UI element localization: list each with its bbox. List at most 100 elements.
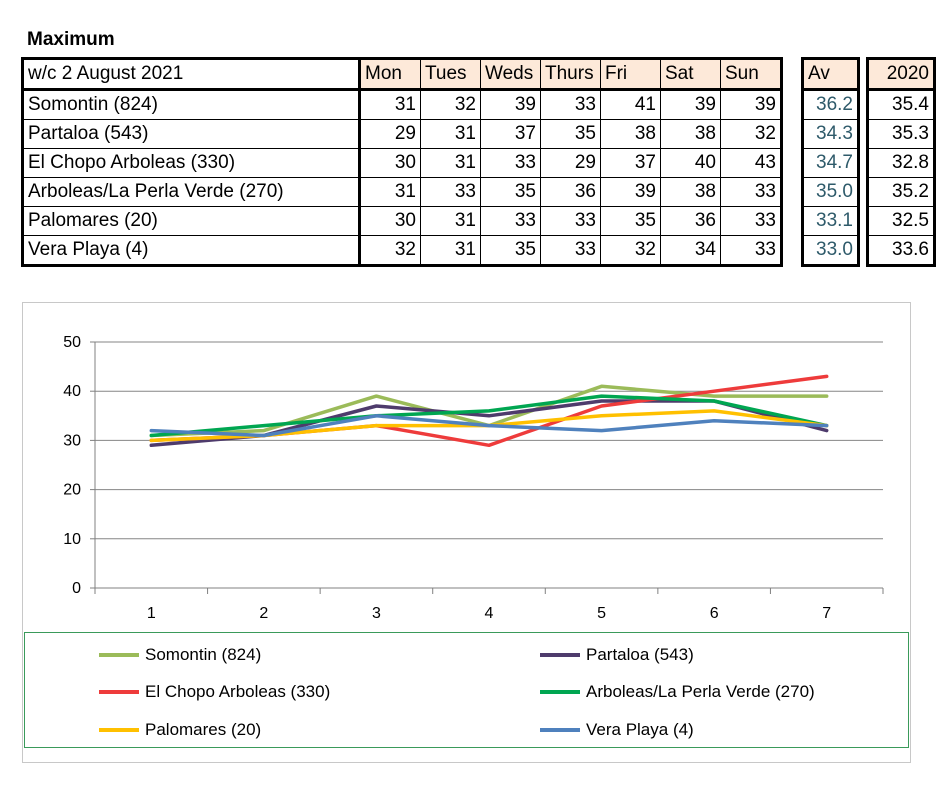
legend-item: Arboleas/La Perla Verde (270) [540,682,815,702]
year-2020-cell: 35.2 [867,177,935,207]
temperature-cell: 32 [720,119,782,149]
temperature-cell: 37 [600,148,661,178]
average-cell: 33.1 [802,206,859,236]
table-row: Vera Playa (4) 32 31 35 33 32 34 33 [22,235,782,266]
temperature-cell: 32 [359,235,421,266]
legend-swatch [540,728,580,732]
legend-item: El Chopo Arboleas (330) [99,682,330,702]
legend-label: Palomares (20) [145,720,262,739]
station-name: Palomares (20) [22,206,361,236]
average-cell: 36.2 [802,89,859,120]
year-2020-cell: 32.8 [867,148,935,178]
station-name: El Chopo Arboleas (330) [22,148,361,178]
legend-swatch [99,690,139,694]
temperature-cell: 41 [600,89,661,120]
y-tick-label: 30 [63,432,81,449]
temperature-cell: 31 [359,177,421,207]
temperature-cell: 31 [420,206,481,236]
y-tick-label: 10 [63,531,81,548]
legend-label: Vera Playa (4) [586,720,694,739]
temperature-cell: 36 [540,177,601,207]
table-header-day: Tues [420,58,481,91]
temperature-cell: 33 [540,89,601,120]
temperature-cell: 33 [480,206,541,236]
x-tick-label: 3 [372,605,381,622]
table-header-day: Sun [720,58,782,91]
temperature-cell: 35 [600,206,661,236]
station-name: Vera Playa (4) [22,235,361,266]
series-line-6 [149,414,829,438]
table-header-day: Sat [660,58,721,91]
temperature-cell: 38 [660,177,721,207]
average-cell: 35.0 [802,177,859,207]
temperature-cell: 33 [540,235,601,266]
x-tick-label: 1 [147,605,156,622]
average-cell: 33.0 [802,235,859,266]
x-tick-label: 5 [597,605,606,622]
temperature-cell: 39 [720,89,782,120]
temperature-cell: 29 [359,119,421,149]
y-tick-label: 40 [63,383,81,400]
temperature-cell: 36 [660,206,721,236]
temperature-cell: 40 [660,148,721,178]
legend-swatch [99,728,139,732]
temperature-cell: 39 [600,177,661,207]
temperature-cell: 35 [480,235,541,266]
temperature-cell: 35 [540,119,601,149]
x-tick-label: 4 [485,605,494,622]
y-tick-label: 20 [63,482,81,499]
x-tick-label: 6 [710,605,719,622]
temperature-cell: 43 [720,148,782,178]
temperature-cell: 33 [720,177,782,207]
legend-label: Arboleas/La Perla Verde (270) [586,682,815,701]
table-header-day: Mon [359,58,421,91]
year-2020-cell: 32.5 [867,206,935,236]
temperature-cell: 37 [480,119,541,149]
series-line-4 [149,394,829,438]
table-header-day: Fri [600,58,661,91]
temperature-cell: 31 [359,89,421,120]
legend-label: El Chopo Arboleas (330) [145,682,331,701]
legend-item: Partaloa (543) [540,645,694,665]
average-table: Av 36.2 34.3 34.7 35.0 33.1 33.0 [801,57,860,267]
temperature-cell: 38 [660,119,721,149]
temperature-cell: 29 [540,148,601,178]
year-2020-cell: 35.4 [867,89,935,120]
y-tick-label: 50 [63,334,81,351]
y-tick-label: 0 [72,580,81,597]
table-row: Somontin (824) 31 32 39 33 41 39 39 [22,89,782,120]
temperature-cell: 32 [420,89,481,120]
temperature-cell: 30 [359,148,421,178]
table-row: Arboleas/La Perla Verde (270) 31 33 35 36 39 3… [22,177,782,207]
temperature-cell: 32 [600,235,661,266]
series-line-2 [149,399,829,448]
legend-item: Palomares (20) [99,720,261,740]
temperature-cell: 33 [480,148,541,178]
station-name: Somontin (824) [22,89,361,120]
table-header-week: w/c 2 August 2021 [22,58,361,91]
max-temperature-table: w/c 2 August 2021 Mon Tues Weds Thurs Fri Sat S… [21,57,783,267]
temperature-cell: 33 [720,206,782,236]
temperature-cell: 33 [720,235,782,266]
table-header-day: Weds [480,58,541,91]
temperature-cell: 30 [359,206,421,236]
page-title: Maximum [27,29,115,50]
temperature-cell: 38 [600,119,661,149]
table-header-av: Av [802,58,859,91]
temperature-cell: 31 [420,235,481,266]
year-2020-cell: 35.3 [867,119,935,149]
year-2020-table: 2020 35.4 35.3 32.8 35.2 32.5 33.6 [866,57,936,267]
temperature-cell: 31 [420,119,481,149]
table-row: Partaloa (543) 29 31 37 35 38 38 32 [22,119,782,149]
legend-label: Somontin (824) [145,645,262,664]
table-row: El Chopo Arboleas (330) 30 31 33 29 37 40 43 [22,148,782,178]
chart-frame: 0 10 20 30 40 50 1 2 3 4 5 6 7 [22,302,911,763]
legend-item: Vera Playa (4) [540,720,694,740]
temperature-cell: 35 [480,177,541,207]
station-name: Partaloa (543) [22,119,361,149]
table-row: Palomares (20) 30 31 33 33 35 36 33 [22,206,782,236]
temperature-cell: 34 [660,235,721,266]
chart-legend: Somontin (824) Partaloa (543) El Chopo Arb… [24,632,909,748]
table-header-2020: 2020 [867,58,935,91]
station-name: Arboleas/La Perla Verde (270) [22,177,361,207]
